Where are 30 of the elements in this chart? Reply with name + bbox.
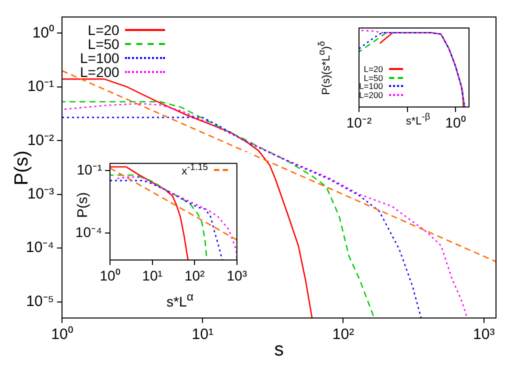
legend-label: L=20 [362, 64, 383, 74]
legend-label: L=100 [80, 50, 120, 66]
x-axis-title: s*L$^{-β}$ [406, 112, 430, 128]
x-tick-label: 10² [332, 326, 354, 344]
x-tick-label: 10¹ [192, 326, 214, 344]
y-axis-title: P(s) [12, 150, 32, 186]
legend-label: L=100 [359, 81, 383, 91]
y-tick-label: 10⁻¹ [27, 78, 54, 96]
legend-label: L=200 [80, 64, 120, 80]
x-tick-label: 10⁰ [100, 267, 120, 284]
y-tick-label: 10⁰ [32, 24, 54, 42]
y-tick-label: 10⁻⁴ [75, 224, 102, 240]
x-axis-title: s*L$^{α}$ [166, 290, 194, 310]
legend-label: L=50 [86, 36, 120, 52]
x-tick-label: 10⁰ [51, 326, 73, 344]
x-tick-label: 10³ [226, 267, 248, 284]
y-tick-label: 10⁻⁴ [26, 239, 54, 256]
y-tick-label: 10⁻² [27, 132, 54, 149]
legend-label: L=200 [359, 90, 383, 100]
x-tick-label: 10³ [473, 326, 495, 344]
y-axis-title: P(s) [74, 192, 90, 218]
legend-label: x$^{-1.15}$ [182, 162, 208, 178]
x-tick-label: 10² [184, 267, 206, 284]
legend-label: L=50 [362, 72, 383, 82]
y-tick-label: 10⁻¹ [76, 161, 102, 178]
legend-label: L=20 [86, 22, 120, 38]
x-tick-label: 10¹ [142, 267, 163, 284]
x-axis-title: s [274, 340, 284, 360]
y-tick-label: 10⁻³ [27, 186, 54, 203]
y-tick-label: 10⁻⁵ [26, 292, 54, 310]
